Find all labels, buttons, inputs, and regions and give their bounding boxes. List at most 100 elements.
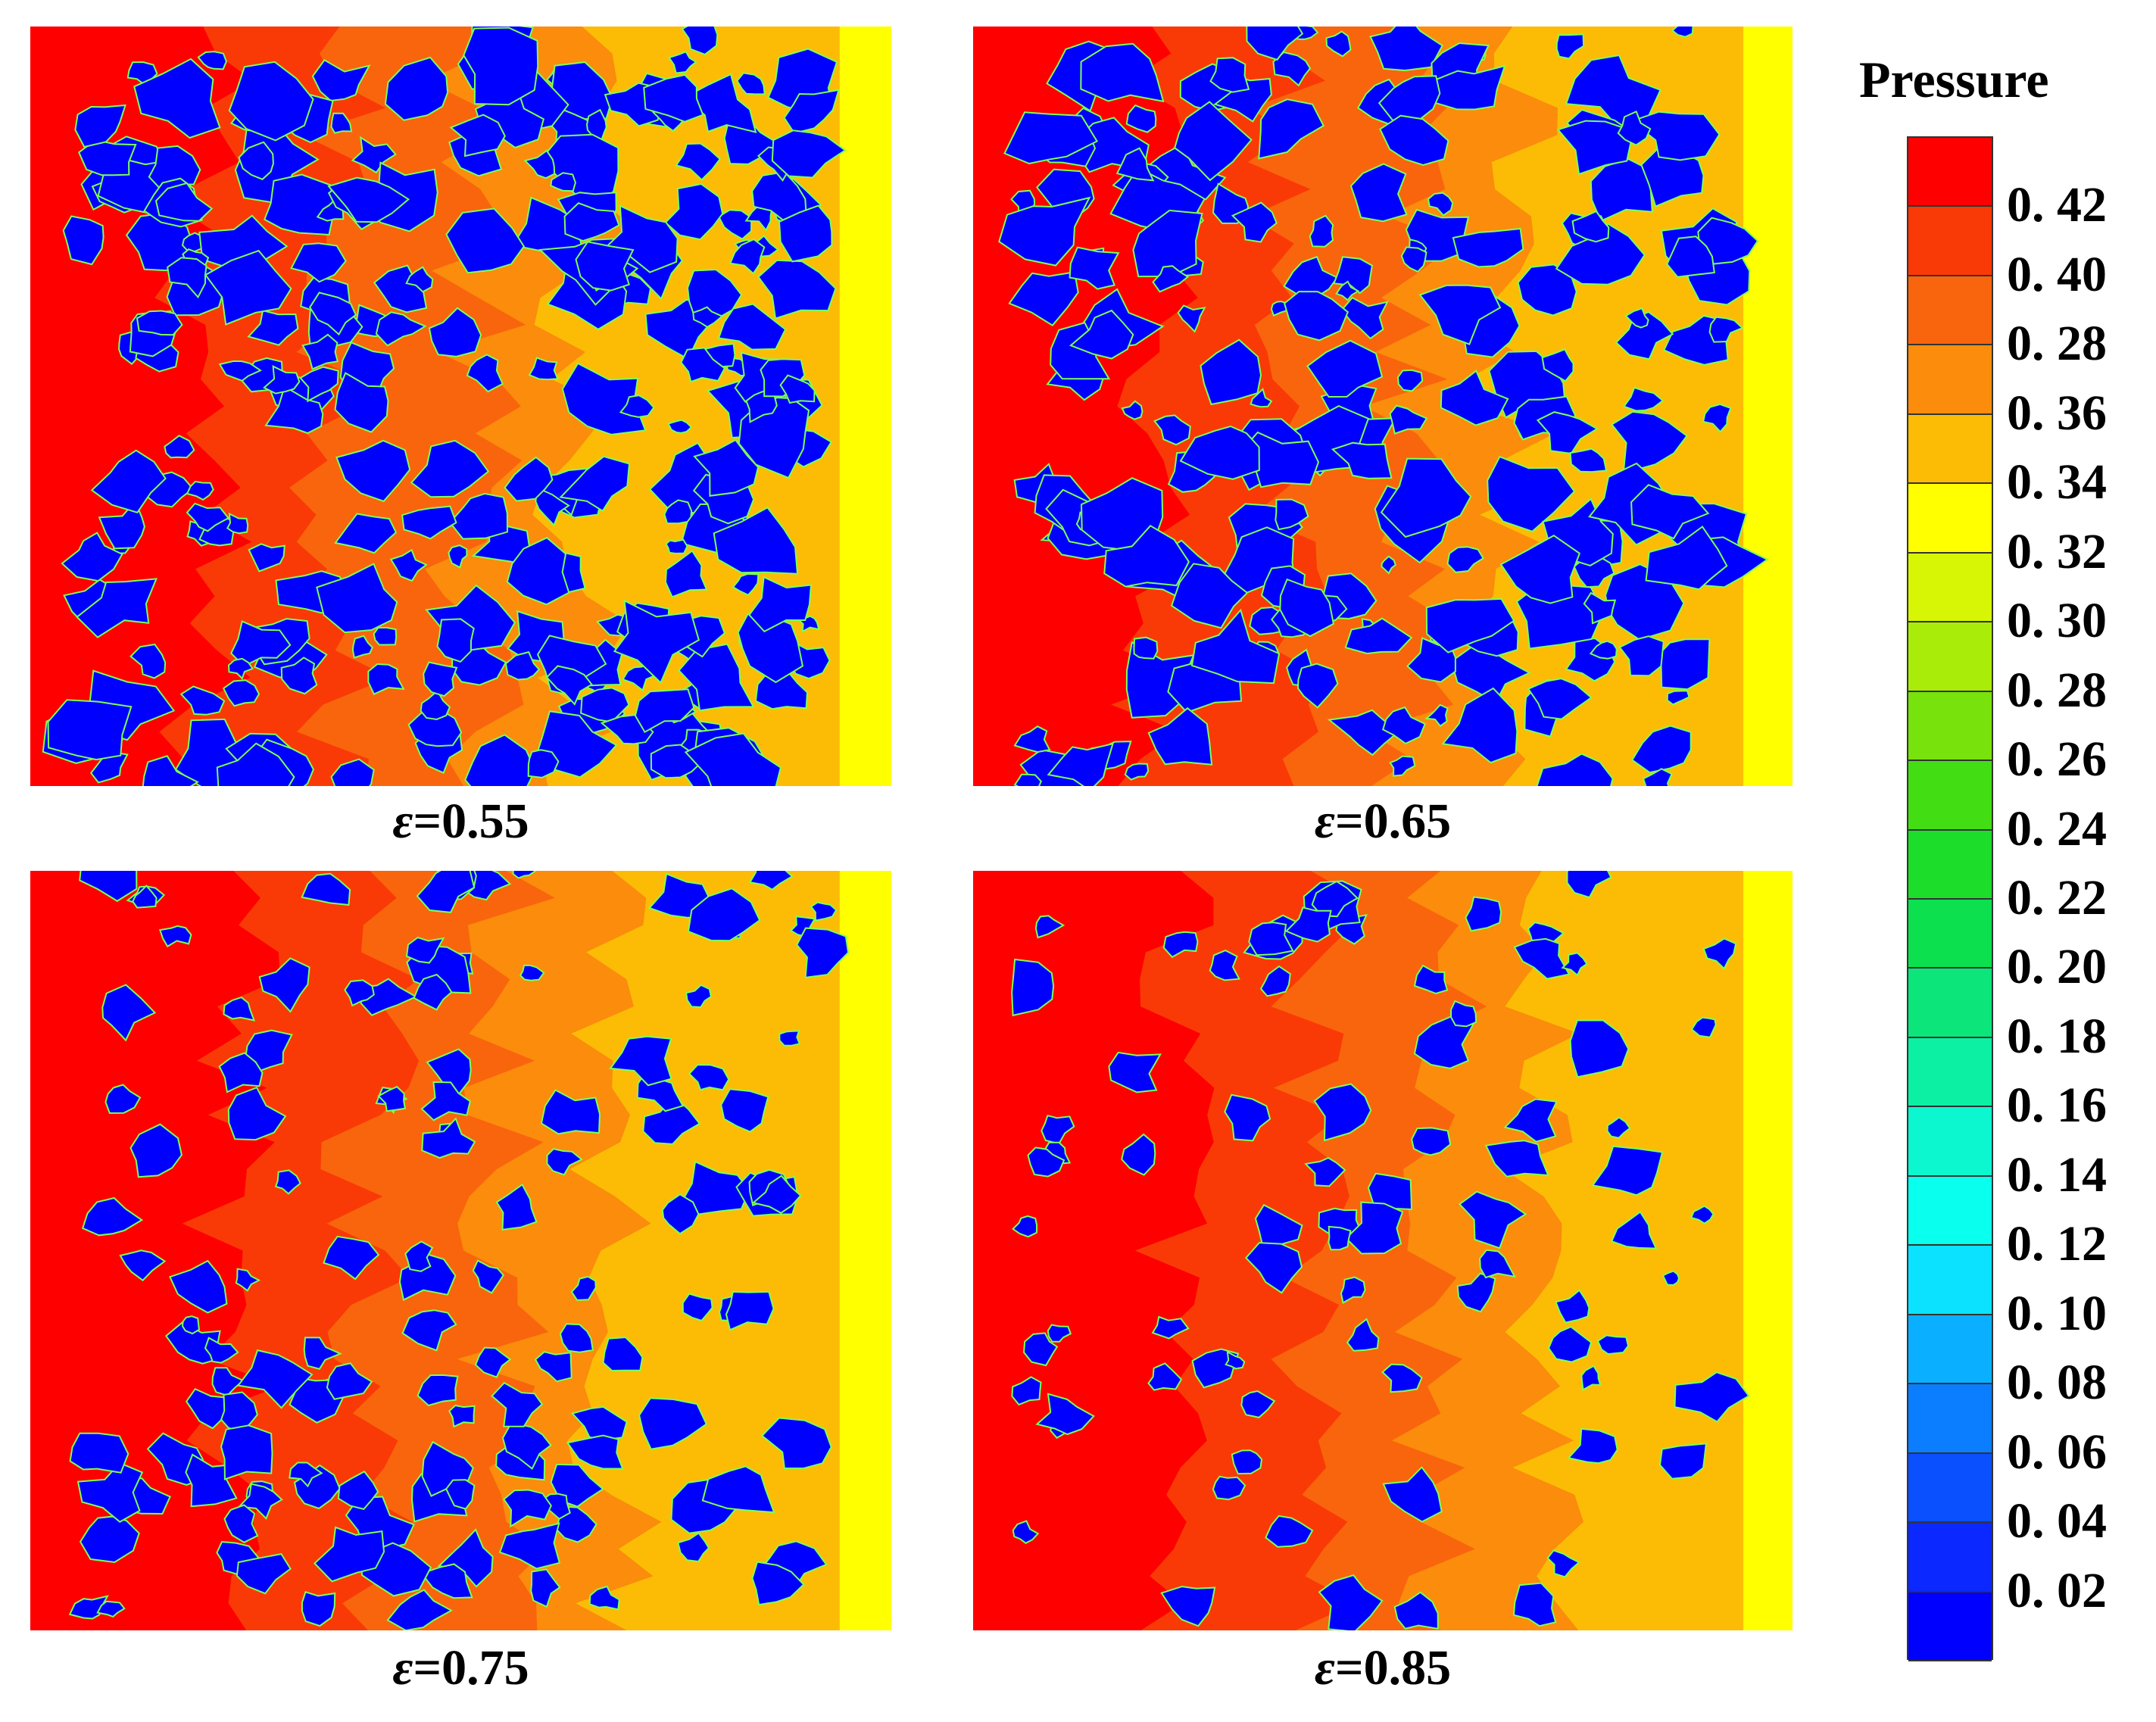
solid-particle (506, 536, 570, 606)
solid-particle (274, 1169, 301, 1195)
solid-particle (448, 1404, 476, 1428)
colorbar-segment (1908, 830, 1992, 900)
solid-particle (1527, 678, 1593, 720)
solid-particle (1610, 410, 1688, 475)
solid-particle (1622, 386, 1665, 412)
pressure-field-eps-055 (30, 27, 891, 786)
solid-particle (757, 259, 837, 320)
solid-particle (1003, 111, 1099, 165)
solid-particle (133, 58, 221, 139)
solid-particle (491, 1381, 544, 1427)
solid-particle (1547, 1325, 1593, 1363)
solid-particle (226, 512, 249, 535)
solid-particle (1224, 1093, 1271, 1142)
solid-particle (1569, 448, 1608, 473)
solid-particle (1571, 210, 1610, 243)
solid-particle (1618, 635, 1665, 677)
solid-particle (1313, 1083, 1372, 1142)
solid-particle (1661, 1270, 1680, 1287)
solid-particle (313, 1526, 385, 1583)
solid-particle (1013, 725, 1051, 753)
pressure-field-eps-085 (973, 871, 1793, 1630)
pressure-field-svg (30, 27, 891, 786)
solid-particle (563, 202, 620, 242)
solid-particle (238, 1483, 283, 1520)
solid-particle (316, 563, 398, 634)
solid-particle (181, 1315, 200, 1335)
solid-particle (90, 449, 167, 513)
colorbar-segment (1908, 1037, 1992, 1108)
solid-particle (401, 1309, 457, 1352)
solid-particle (638, 1397, 708, 1450)
solid-particle (263, 365, 301, 395)
solid-particle (778, 204, 833, 263)
colorbar-tick-label: 0. 32 (2007, 523, 2107, 579)
pressure-field-eps-075 (30, 871, 891, 1630)
solid-particle (540, 1089, 601, 1135)
solid-particle (528, 357, 559, 381)
solid-particle (1265, 1515, 1314, 1548)
solid-particle (301, 872, 351, 906)
solid-particle (1132, 209, 1203, 278)
solid-particle (1327, 709, 1400, 756)
solid-particle (1279, 578, 1335, 638)
solid-particle (720, 1088, 769, 1133)
solid-particle (1115, 147, 1155, 182)
solid-particle (680, 347, 726, 383)
solid-particle (1212, 1475, 1246, 1501)
colorbar-tick-label: 0. 26 (2007, 732, 2107, 788)
solid-particle (1465, 896, 1502, 932)
colorbar-tick-label: 0. 30 (2007, 593, 2107, 649)
solid-particle (1381, 555, 1396, 575)
solid-particle (686, 268, 743, 320)
solid-particle (351, 635, 373, 659)
solid-particle (1446, 546, 1484, 573)
solid-particle (713, 507, 799, 575)
solid-particle (247, 309, 299, 346)
pressure-field-eps-065 (973, 27, 1793, 786)
solid-particle (401, 505, 457, 540)
solid-particle (1484, 1140, 1549, 1178)
solid-particle (684, 732, 782, 786)
solid-particle (1012, 1520, 1040, 1544)
solid-particle (410, 439, 490, 498)
solid-particle (1541, 348, 1574, 382)
colorbar-segment (1908, 969, 1992, 1038)
solid-particle (236, 1349, 314, 1409)
solid-particle (678, 643, 755, 712)
solid-particle (420, 689, 451, 721)
colorbar-segment (1908, 1523, 1992, 1593)
caption-value: =0.85 (1334, 1640, 1452, 1695)
colorbar-tick-label: 0. 28 (2007, 662, 2107, 718)
solid-particle (1034, 915, 1066, 939)
solid-particle (1580, 1365, 1602, 1391)
colorbar-tick-label: 0. 36 (2007, 385, 2107, 441)
pressure-band (1743, 871, 1793, 1630)
solid-particle (664, 550, 708, 598)
solid-particle (1671, 27, 1694, 38)
solid-particle (1396, 369, 1424, 392)
solid-particle (223, 996, 256, 1022)
solid-particle (463, 27, 539, 106)
solid-particle (413, 973, 453, 1011)
solid-particle (445, 1479, 476, 1510)
solid-particle (466, 354, 504, 393)
solid-particle (248, 543, 285, 572)
solid-particle (1556, 120, 1632, 176)
caption-eps-055: ε=0.55 (30, 788, 891, 856)
solid-particle (1190, 608, 1281, 685)
solid-particle (545, 665, 593, 706)
pressure-field-svg (30, 871, 891, 1630)
solid-particle (421, 1117, 476, 1159)
solid-particle (1272, 51, 1312, 87)
solid-particle (303, 1337, 342, 1370)
solid-particle (1069, 246, 1120, 290)
solid-particle (1121, 400, 1144, 420)
solid-particle (1503, 1098, 1558, 1143)
solid-particle (1254, 1203, 1303, 1249)
solid-particle (1555, 223, 1646, 285)
solid-particle (436, 618, 475, 663)
solid-particle (677, 1532, 710, 1563)
solid-particle (1306, 339, 1384, 398)
solid-particle (675, 142, 722, 181)
